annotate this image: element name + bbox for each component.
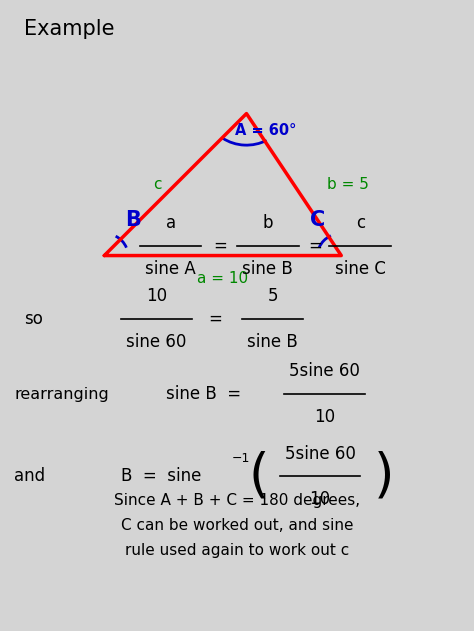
Text: b: b bbox=[263, 214, 273, 232]
Text: 10: 10 bbox=[146, 286, 167, 305]
Text: sine 60: sine 60 bbox=[126, 333, 187, 351]
Text: 5sine 60: 5sine 60 bbox=[284, 444, 356, 463]
Text: b = 5: b = 5 bbox=[327, 177, 369, 192]
Text: c: c bbox=[356, 214, 365, 232]
Text: =: = bbox=[213, 237, 228, 255]
Text: sine B  =: sine B = bbox=[166, 386, 241, 403]
Text: a = 10: a = 10 bbox=[197, 271, 248, 286]
Text: 10: 10 bbox=[310, 490, 330, 509]
Text: so: so bbox=[24, 310, 43, 327]
Text: Since A + B + C = 180 degrees,: Since A + B + C = 180 degrees, bbox=[114, 493, 360, 508]
Text: sine C: sine C bbox=[335, 260, 386, 278]
Text: B  =  sine: B = sine bbox=[121, 468, 201, 485]
Text: =: = bbox=[308, 237, 322, 255]
Text: 5: 5 bbox=[267, 286, 278, 305]
Text: Example: Example bbox=[24, 19, 114, 39]
Text: 10: 10 bbox=[314, 408, 335, 427]
Text: 5sine 60: 5sine 60 bbox=[289, 362, 360, 380]
Text: C can be worked out, and sine: C can be worked out, and sine bbox=[121, 518, 353, 533]
Text: ): ) bbox=[374, 451, 394, 502]
Text: B: B bbox=[125, 210, 141, 230]
Text: and: and bbox=[14, 468, 46, 485]
Text: sine B: sine B bbox=[242, 260, 293, 278]
Text: a: a bbox=[165, 214, 176, 232]
Text: −1: −1 bbox=[231, 452, 250, 465]
Text: rule used again to work out c: rule used again to work out c bbox=[125, 543, 349, 558]
Text: =: = bbox=[209, 310, 223, 327]
Text: c: c bbox=[153, 177, 161, 192]
Text: sine A: sine A bbox=[145, 260, 196, 278]
Text: A = 60°: A = 60° bbox=[235, 123, 296, 138]
Text: rearranging: rearranging bbox=[14, 387, 109, 402]
Text: C: C bbox=[310, 210, 325, 230]
Text: sine B: sine B bbox=[247, 333, 298, 351]
Text: (: ( bbox=[248, 451, 269, 502]
